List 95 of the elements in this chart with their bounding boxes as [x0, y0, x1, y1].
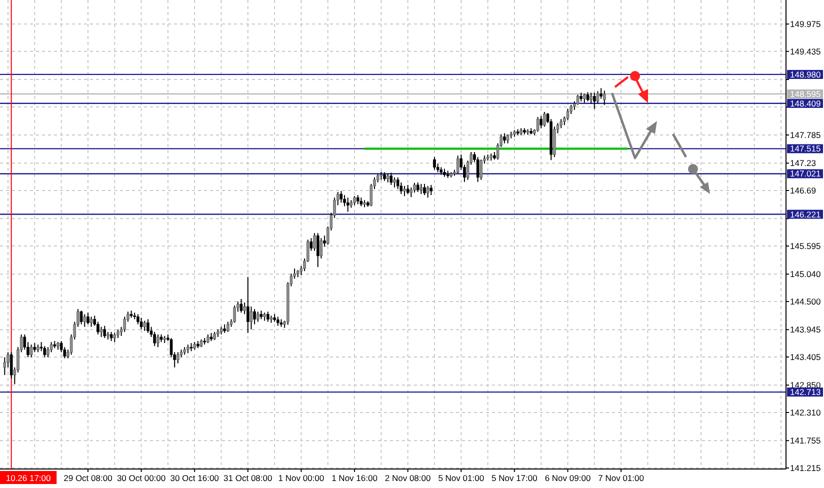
ref-line-label: 146.221 — [790, 209, 821, 220]
candlestick — [146, 318, 150, 334]
candlestick — [83, 314, 86, 328]
candlestick — [600, 88, 602, 100]
candlestick — [310, 238, 313, 252]
candlestick — [410, 186, 413, 198]
candlestick — [276, 316, 280, 326]
candlestick — [153, 331, 156, 347]
candlestick — [423, 183, 426, 196]
candlestick — [33, 342, 36, 353]
candlestick — [253, 308, 256, 325]
y-tick-label: 146.69 — [790, 185, 816, 196]
candlestick — [143, 320, 146, 332]
y-tick-label: 147.23 — [790, 158, 816, 168]
ref-line-label: 147.515 — [790, 144, 821, 154]
candlestick — [393, 176, 396, 188]
candlestick — [233, 305, 236, 324]
y-tick-label: 145.595 — [790, 240, 821, 251]
candlestick — [156, 334, 160, 348]
x-tick-label: 5 Nov 17:00 — [492, 473, 538, 483]
candlestick — [226, 321, 230, 332]
x-tick-label: 30 Oct 00:00 — [116, 473, 166, 483]
x-tick-label: 1 Nov 16:00 — [332, 473, 378, 483]
candlestick — [103, 325, 106, 338]
candlestick — [80, 310, 83, 325]
candlestick — [250, 306, 253, 330]
candlestick — [540, 116, 543, 129]
candlestick — [430, 184, 433, 196]
candlestick — [340, 190, 343, 204]
candlestick — [353, 196, 356, 206]
x-tick-label: 2 Nov 08:00 — [384, 473, 432, 483]
y-tick-label: 149.435 — [790, 46, 821, 56]
candlestick — [43, 346, 46, 358]
y-tick-label: 149.975 — [790, 19, 821, 29]
candlestick — [506, 134, 510, 144]
candlestick — [566, 108, 570, 121]
candlestick — [420, 183, 423, 195]
candlestick — [316, 232, 320, 268]
x-tick-label: 6 Nov 09:00 — [544, 473, 591, 483]
x-tick-label: 1 Nov 00:00 — [278, 473, 324, 483]
y-tick-label: 142.310 — [790, 407, 821, 418]
candlestick — [480, 159, 483, 180]
candlestick — [413, 182, 416, 194]
candlestick — [356, 194, 360, 205]
candlestick — [403, 185, 406, 197]
candlestick — [593, 92, 596, 110]
y-tick-label: 145.040 — [790, 269, 821, 280]
candlestick — [590, 92, 592, 104]
candlestick — [30, 344, 33, 358]
candlestick — [50, 342, 53, 353]
candlestick — [240, 298, 243, 314]
y-tick-label: 141.755 — [790, 436, 821, 446]
candlestick — [266, 311, 270, 322]
y-tick-label: 147.785 — [790, 130, 821, 140]
candlestick — [406, 184, 410, 195]
candlestick — [543, 111, 546, 128]
candlestick — [390, 172, 393, 186]
candlestick — [176, 352, 180, 364]
candlestick — [323, 235, 326, 248]
x-tick-label: 5 Nov 01:00 — [438, 473, 484, 483]
candlestick — [416, 182, 420, 193]
candlestick — [140, 317, 143, 330]
candlestick — [400, 182, 403, 195]
candlestick — [346, 197, 350, 212]
y-tick-label: 144.500 — [790, 296, 821, 306]
text: 10.26 17:00 — [6, 473, 52, 483]
candlestick — [320, 238, 323, 259]
x-tick-label: 30 Oct 16:00 — [170, 473, 220, 483]
x-tick-label: 29 Oct 08:00 — [64, 473, 113, 483]
candlestick — [536, 116, 540, 132]
ref-line-label: 148.409 — [790, 98, 821, 108]
candlestick — [426, 185, 430, 198]
x-tick-label: 7 Nov 01:00 — [598, 473, 644, 483]
candlestick — [256, 311, 260, 322]
candlestick — [100, 326, 103, 338]
candlestick — [503, 132, 506, 144]
ref-line-label: 148.980 — [790, 69, 821, 80]
ref-line-label: 148.595 — [790, 88, 821, 99]
ref-line-label: 142.713 — [790, 387, 821, 398]
candlestick — [560, 118, 562, 129]
y-tick-label: 143.405 — [790, 352, 821, 362]
candlestick — [110, 331, 113, 342]
y-tick-label: 141.215 — [790, 462, 821, 473]
candlestick — [90, 316, 93, 328]
y-tick-label: 143.945 — [790, 324, 821, 335]
candlestick — [586, 92, 590, 102]
candlestick — [433, 156, 436, 170]
candlestick — [86, 312, 90, 325]
candlestick — [583, 93, 586, 104]
candlestick — [603, 90, 606, 106]
candlestick — [246, 276, 250, 334]
x-tick-label: 31 Oct 08:00 — [224, 473, 273, 483]
ref-line-label: 147.021 — [790, 168, 821, 179]
candlestick — [456, 155, 460, 174]
candlestick — [113, 332, 116, 343]
